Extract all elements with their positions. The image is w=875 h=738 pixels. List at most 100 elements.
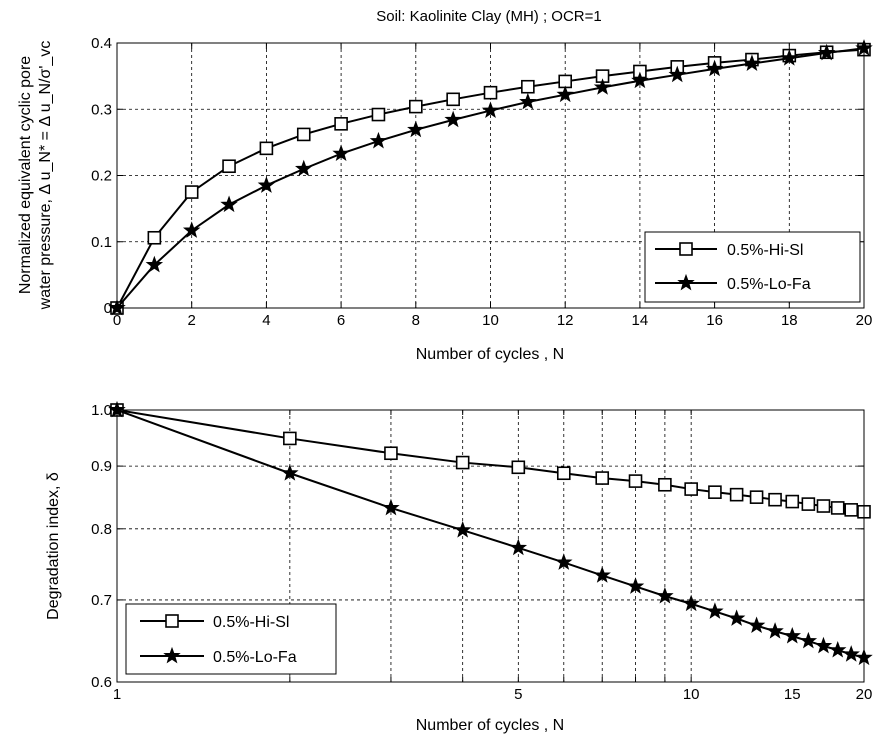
chart2-x-tick-label: 15 bbox=[784, 686, 801, 703]
series-1-point bbox=[668, 65, 686, 83]
series-1-point bbox=[182, 221, 201, 238]
series-0-point bbox=[816, 499, 831, 513]
chart1-x-tick-label: 2 bbox=[188, 312, 196, 329]
series-1-point bbox=[842, 645, 860, 662]
chart2-y-tick-label: 0.6 bbox=[91, 674, 112, 691]
chart1-y-tick-label: 0.4 bbox=[91, 35, 112, 52]
series-0-point bbox=[259, 141, 274, 156]
series-1-point bbox=[656, 586, 674, 604]
chart1-legend-label-lo-fa: 0.5%-Lo-Fa bbox=[727, 276, 811, 293]
chart2-legend-marker-star bbox=[163, 646, 181, 664]
series-1-point bbox=[145, 255, 164, 273]
chart2-x-tick-label: 1 bbox=[113, 686, 121, 703]
series-1-point bbox=[631, 71, 649, 89]
chart2-y-axis-label: Degradation index, δ bbox=[45, 472, 62, 620]
chart1-x-tick-label: 8 bbox=[412, 312, 420, 329]
chart1-x-tick-label: 6 bbox=[337, 312, 345, 329]
chart1-legend-label-hi-sl: 0.5%-Hi-Sl bbox=[727, 242, 803, 259]
chart1-y-axis-label-line1: Normalized equivalent cyclic pore bbox=[17, 56, 34, 294]
series-0-point bbox=[749, 490, 764, 504]
series-1-point bbox=[556, 85, 574, 103]
chart1-y-axis-label: Normalized equivalent cyclic pore water … bbox=[17, 41, 54, 311]
series-0-point bbox=[708, 485, 722, 499]
series-1-point bbox=[555, 553, 573, 570]
chart1-legend-marker-square bbox=[679, 242, 693, 256]
series-1-point bbox=[799, 631, 818, 649]
chart2-legend-marker-square bbox=[165, 614, 179, 628]
series-1-point bbox=[295, 159, 313, 177]
series-0-point bbox=[222, 159, 236, 174]
chart2-legend-box bbox=[125, 603, 337, 675]
series-1-point bbox=[780, 49, 799, 66]
chart1-y-tick-label: 0.2 bbox=[91, 168, 112, 185]
series-0-point bbox=[283, 431, 297, 446]
series-1-point bbox=[509, 538, 528, 556]
series-1-point bbox=[257, 176, 276, 193]
chart1-legend-star-marker bbox=[677, 273, 695, 291]
series-0-point bbox=[483, 85, 498, 100]
series-1-point bbox=[626, 577, 645, 594]
series-0-point bbox=[455, 455, 470, 470]
series-0-point bbox=[511, 460, 526, 475]
series-1-point bbox=[369, 131, 388, 149]
chart1-legend-square-marker bbox=[679, 242, 693, 256]
series-1-point bbox=[444, 110, 462, 128]
series-0-point bbox=[521, 79, 535, 94]
series-1-point bbox=[682, 594, 700, 612]
chart2-ticks: 1 5 10 15 200.60.70.80.91.0 bbox=[91, 402, 872, 703]
series-1-point bbox=[766, 622, 784, 639]
series-1-point bbox=[382, 498, 400, 516]
series-1-point bbox=[705, 59, 724, 77]
series-0-point bbox=[384, 446, 398, 461]
chart2-x-tick-label: 20 bbox=[856, 686, 873, 703]
series-0-point bbox=[296, 127, 311, 142]
series-1-point bbox=[220, 195, 238, 213]
series-1-point bbox=[481, 101, 500, 118]
chart2-legend-square-marker bbox=[165, 614, 179, 628]
chart1-legend-marker-star bbox=[677, 273, 695, 291]
series-1-point bbox=[727, 609, 746, 626]
series-1-point bbox=[407, 120, 425, 138]
series-1-point bbox=[814, 636, 833, 654]
series-1-point bbox=[783, 626, 801, 644]
chart1-x-tick-label: 10 bbox=[482, 312, 499, 329]
series-1-point bbox=[706, 602, 724, 619]
chart1-x-tick-label: 18 bbox=[781, 312, 798, 329]
chart2-x-tick-label: 5 bbox=[514, 686, 522, 703]
chart2-legend: 0.5%-Hi-Sl 0.5%-Lo-Fa bbox=[125, 603, 337, 675]
series-0-point bbox=[801, 497, 816, 511]
series-0-point bbox=[830, 501, 845, 515]
chart2-y-tick-label: 1.0 bbox=[91, 402, 112, 419]
chart1-x-tick-label: 12 bbox=[557, 312, 574, 329]
chart2-y-tick-label: 0.8 bbox=[91, 521, 112, 538]
chart2-x-axis-label: Number of cycles , N bbox=[416, 717, 564, 734]
series-1-point bbox=[453, 520, 472, 538]
series-0-point bbox=[785, 494, 800, 509]
chart2-legend-star-marker bbox=[163, 646, 181, 664]
chart1-x-tick-label: 4 bbox=[262, 312, 270, 329]
chart2-x-tick-label: 10 bbox=[683, 686, 700, 703]
chart1-y-tick-label: 0.1 bbox=[91, 234, 112, 251]
figure-title: Soil: Kaolinite Clay (MH) ; OCR=1 bbox=[376, 8, 601, 25]
series-1-point bbox=[593, 566, 611, 583]
series-0-point bbox=[556, 466, 571, 481]
series-0-point bbox=[684, 482, 698, 496]
series-1-point bbox=[332, 144, 350, 162]
chart2-y-tick-label: 0.9 bbox=[91, 458, 112, 475]
chart2-legend-label-lo-fa: 0.5%-Lo-Fa bbox=[213, 649, 297, 666]
chart1-x-tick-label: 20 bbox=[856, 312, 873, 329]
chart1-x-tick-label: 14 bbox=[632, 312, 649, 329]
series-0-point bbox=[446, 92, 460, 107]
series-1-point bbox=[519, 92, 537, 110]
series-0-point bbox=[768, 492, 782, 507]
chart1-y-tick-label: 0 bbox=[104, 300, 112, 317]
pore-pressure-chart: 0 2 4 6 8 10 12 14 16 18 20 0 0.1 0.2 0.3 0.4 Number of… bbox=[17, 35, 873, 363]
chart2-gridlines bbox=[117, 410, 864, 682]
degradation-chart: 1 5 10 15 200.60.70.80.91.0 Number of cycles… bbox=[45, 400, 873, 734]
chart2-series-layer bbox=[108, 400, 873, 666]
series-1-point bbox=[747, 616, 766, 634]
chart1-legend: 0.5%-Hi-Sl 0.5%-Lo-Fa bbox=[644, 231, 861, 303]
series-0-point bbox=[595, 471, 610, 485]
chart1-x-tick-label: 16 bbox=[706, 312, 723, 329]
